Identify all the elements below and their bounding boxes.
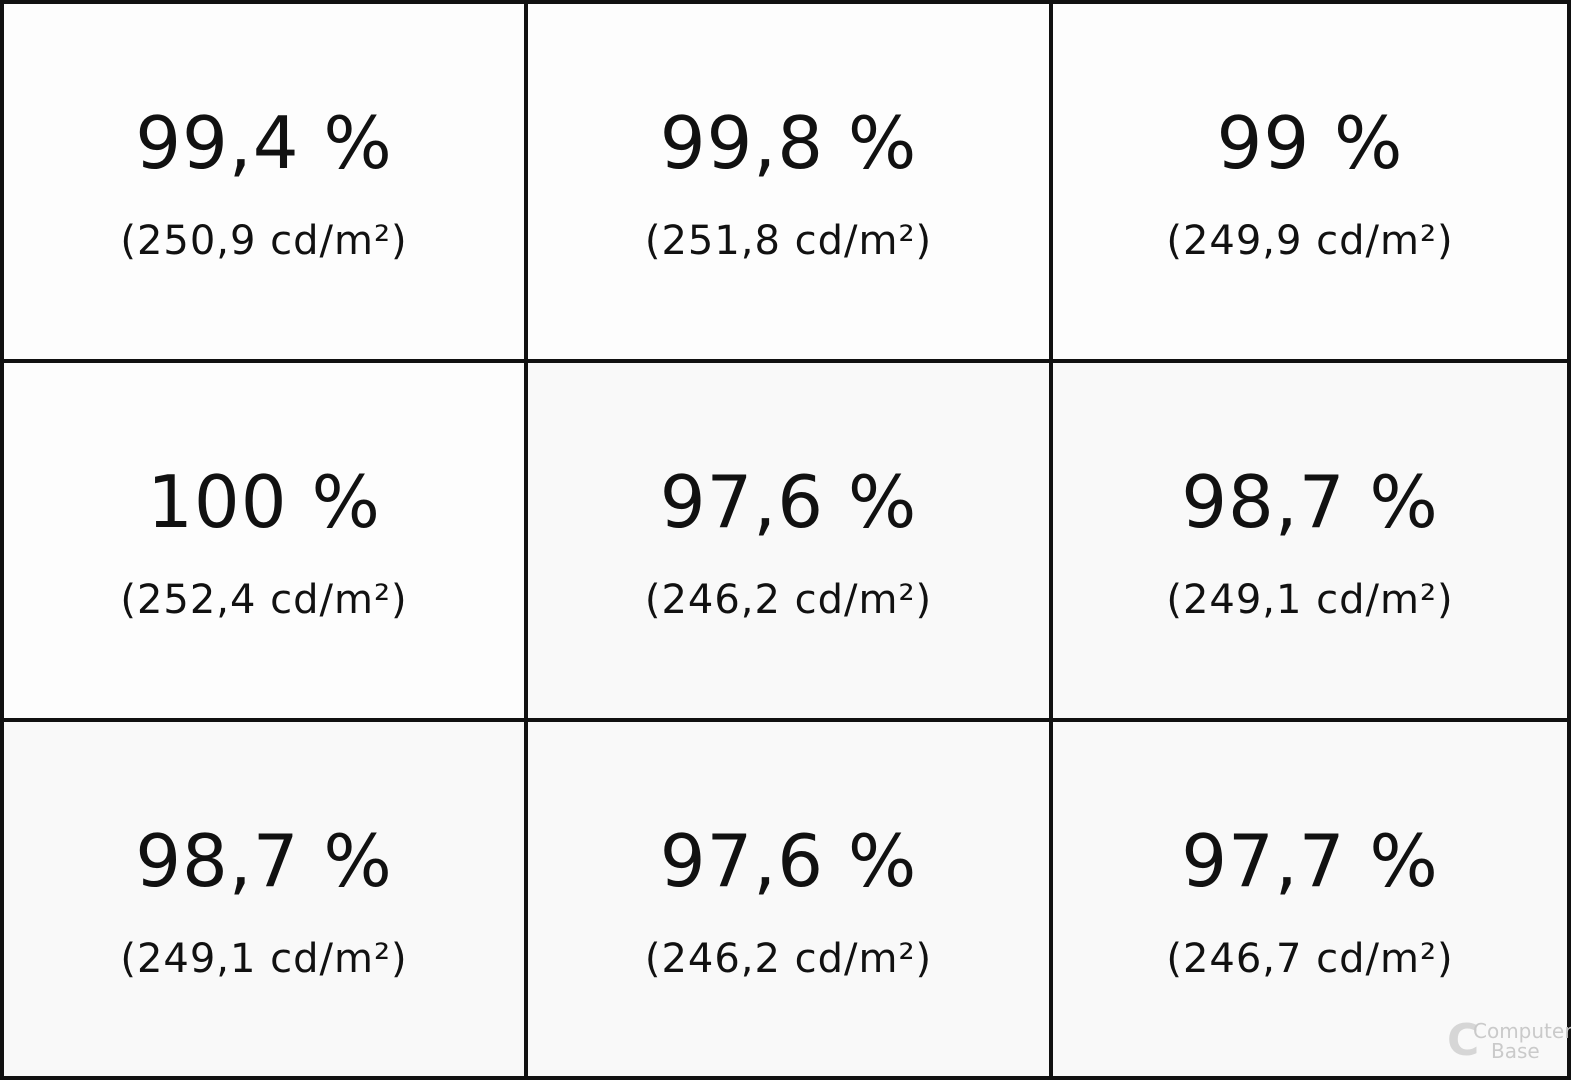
luminance-label: (249,1 cd/m²) (1166, 577, 1454, 623)
luminance-label: (246,7 cd/m²) (1166, 936, 1454, 982)
luminance-label: (246,2 cd/m²) (644, 577, 933, 623)
percent-label: 97,7 % (1181, 819, 1439, 903)
percent-label: 98,7 % (1181, 460, 1439, 544)
uniformity-cell-r3-c2: 97,6 % (246,2 cd/m²) (528, 722, 1049, 1076)
percent-label: 97,6 % (659, 460, 918, 544)
percent-label: 98,7 % (135, 819, 393, 903)
luminance-label: (252,4 cd/m²) (120, 577, 408, 623)
uniformity-cell-r3-c3: 97,7 % (246,7 cd/m²) (1053, 722, 1567, 1076)
percent-label: 99,4 % (135, 101, 393, 185)
luminance-label: (249,1 cd/m²) (120, 936, 408, 982)
uniformity-cell-r1-c1: 99,4 % (250,9 cd/m²) (4, 4, 524, 359)
percent-label: 99 % (1216, 101, 1404, 185)
uniformity-cell-r2-c1: 100 % (252,4 cd/m²) (4, 363, 524, 718)
luminance-label: (251,8 cd/m²) (644, 218, 933, 264)
uniformity-cell-r3-c1: 98,7 % (249,1 cd/m²) (4, 722, 524, 1076)
uniformity-cell-r1-c3: 99 % (249,9 cd/m²) (1053, 4, 1567, 359)
percent-label: 100 % (147, 460, 381, 544)
luminance-label: (249,9 cd/m²) (1166, 218, 1454, 264)
percent-label: 97,6 % (659, 819, 918, 903)
luminance-label: (250,9 cd/m²) (120, 218, 408, 264)
uniformity-cell-r2-c2: 97,6 % (246,2 cd/m²) (528, 363, 1049, 718)
luminance-label: (246,2 cd/m²) (644, 936, 933, 982)
uniformity-cell-r2-c3: 98,7 % (249,1 cd/m²) (1053, 363, 1567, 718)
uniformity-cell-r1-c2: 99,8 % (251,8 cd/m²) (528, 4, 1049, 359)
percent-label: 99,8 % (659, 101, 918, 185)
